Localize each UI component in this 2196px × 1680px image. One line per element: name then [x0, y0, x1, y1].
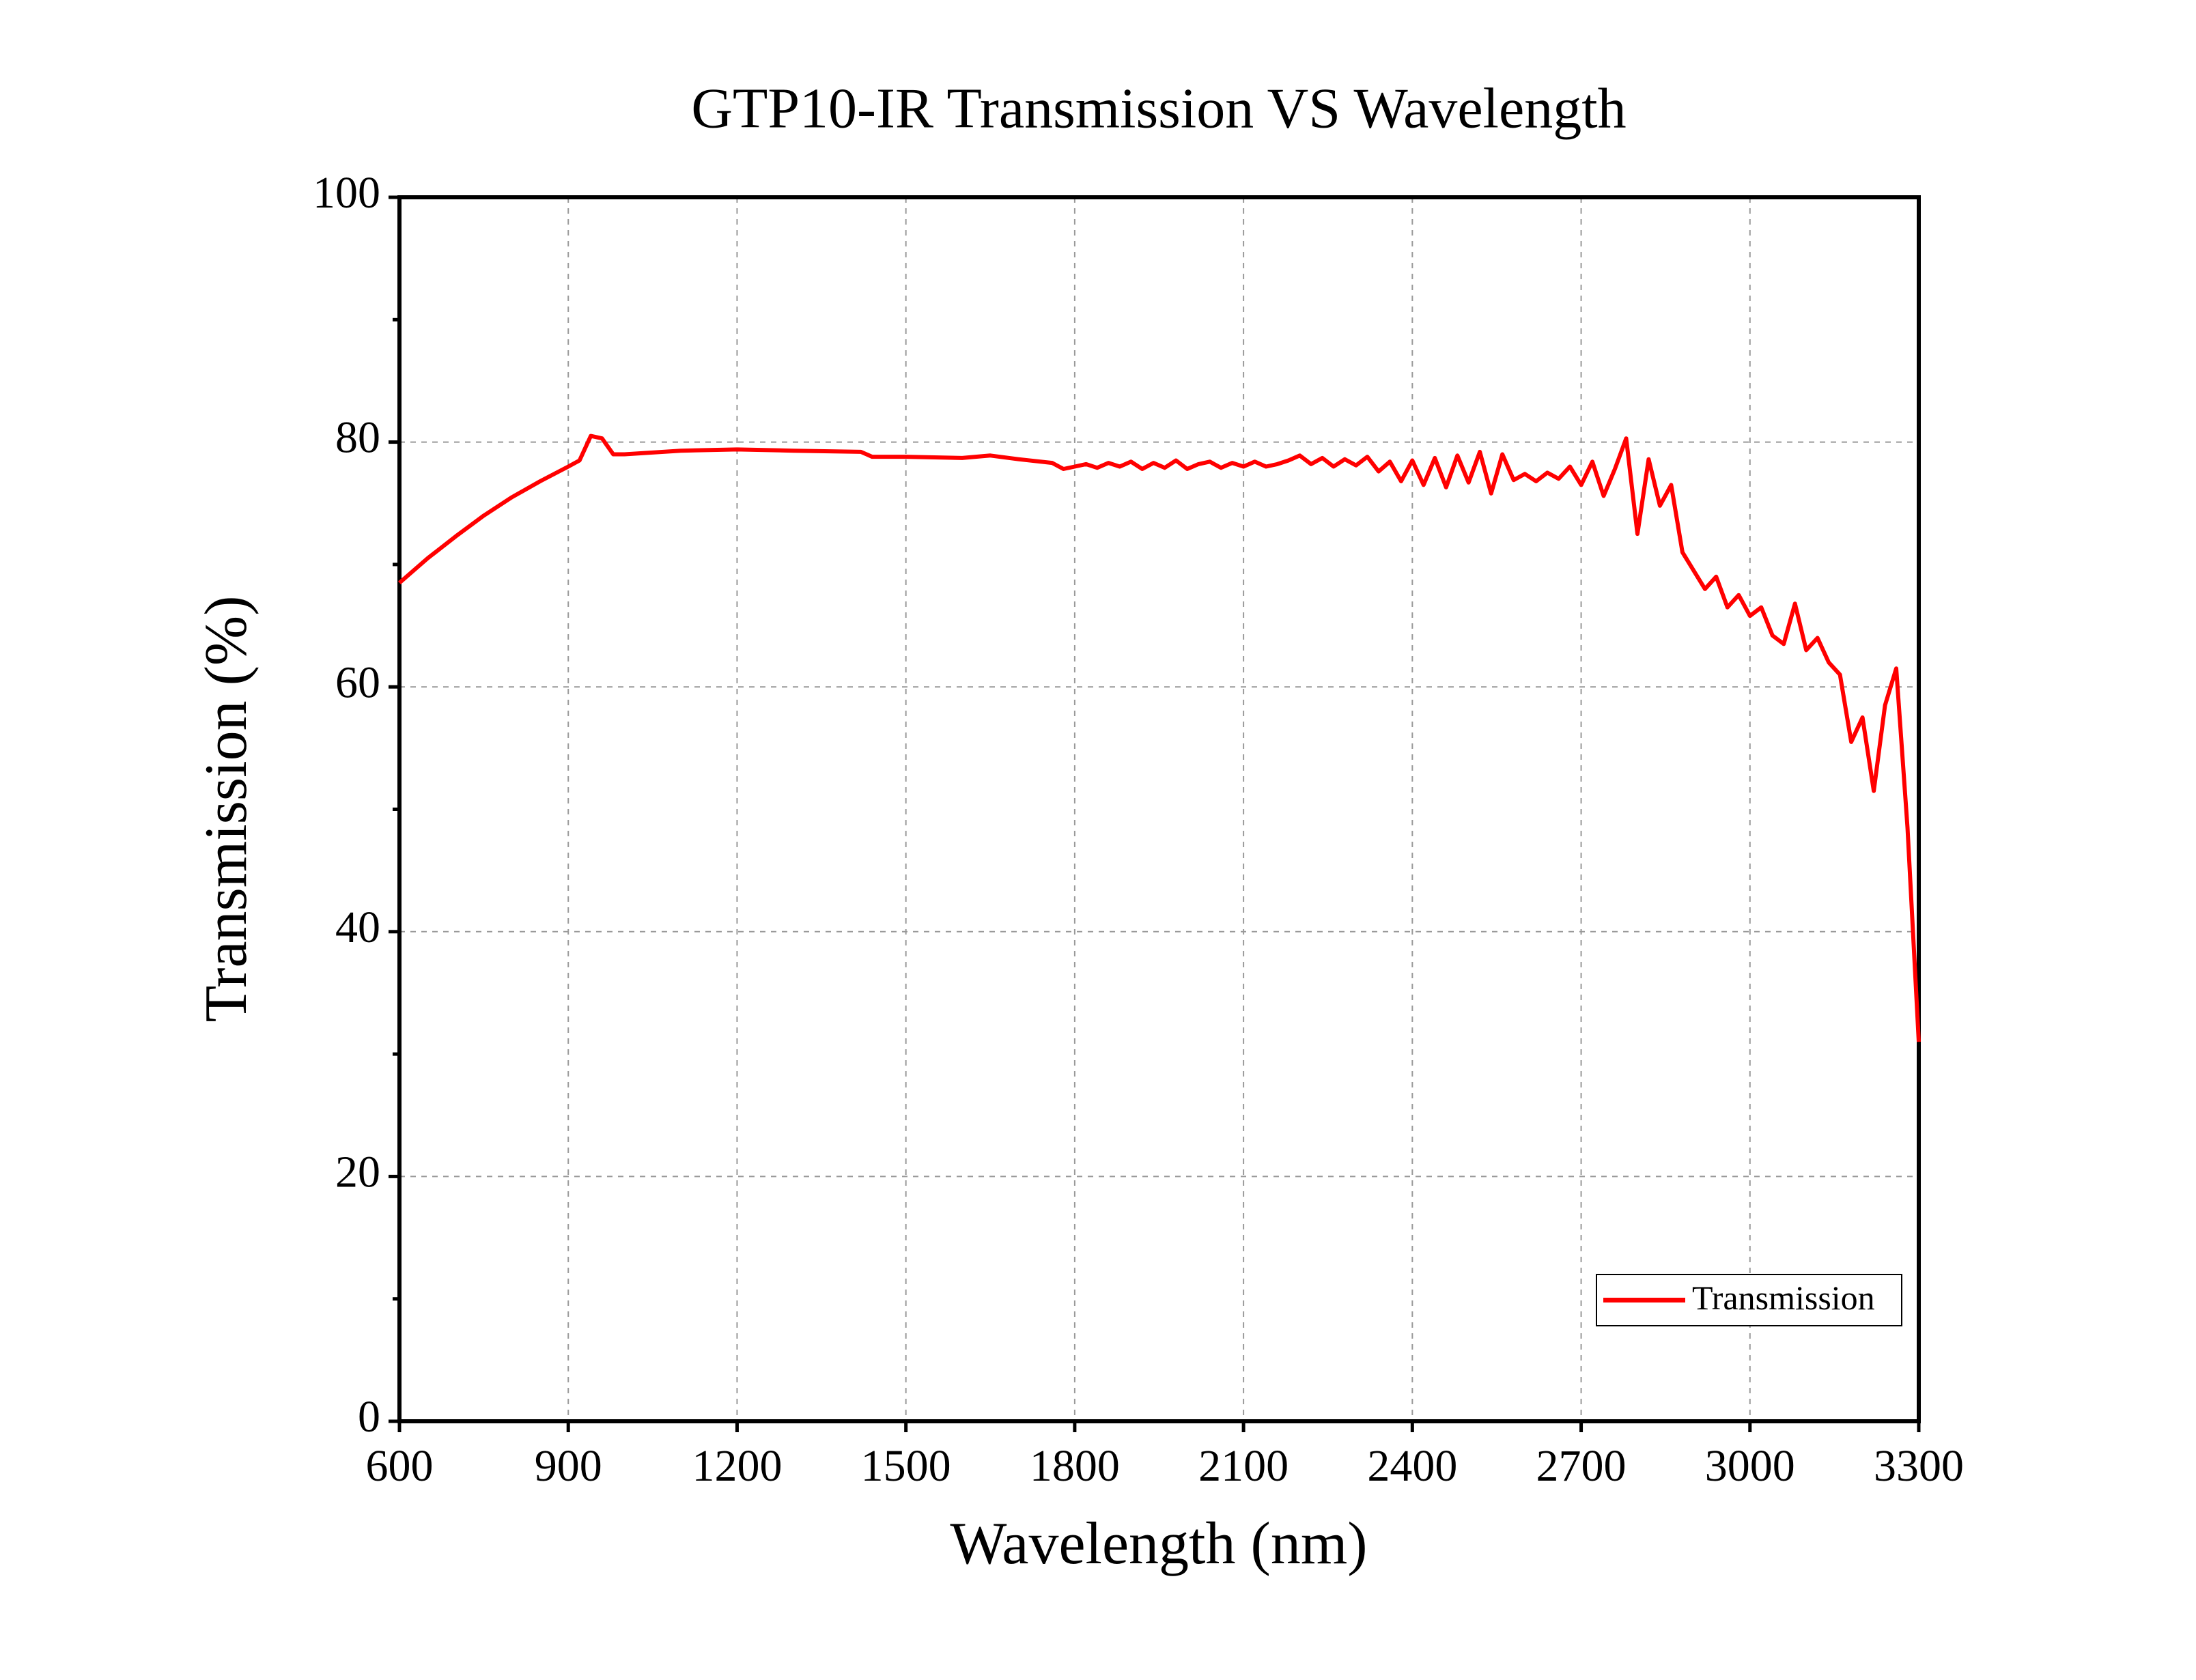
- y-tick-label: 80: [335, 413, 380, 463]
- x-tick-label: 2400: [1367, 1441, 1457, 1491]
- x-tick-label: 600: [366, 1441, 434, 1491]
- y-tick-label: 60: [335, 657, 380, 707]
- x-tick-label: 1800: [1030, 1441, 1120, 1491]
- x-tick-label: 1200: [692, 1441, 782, 1491]
- chart-title: GTP10-IR Transmission VS Wavelength: [691, 76, 1626, 140]
- x-tick-label: 3300: [1874, 1441, 1964, 1491]
- x-axis-label: Wavelength (nm): [950, 1511, 1367, 1577]
- x-tick-label: 900: [535, 1441, 602, 1491]
- data-line: [398, 433, 1921, 1042]
- x-tick-label: 1500: [861, 1441, 951, 1491]
- legend-label: Transmission: [1692, 1279, 1875, 1317]
- plot-frame: [397, 195, 1921, 1423]
- y-tick-label: 40: [335, 902, 380, 952]
- x-tick-label: 2700: [1536, 1441, 1627, 1491]
- y-tick-label: 0: [358, 1392, 380, 1442]
- x-tick-label: 2100: [1198, 1441, 1289, 1491]
- y-axis-label: Transmission (%): [193, 595, 259, 1022]
- y-tick-label: 20: [335, 1148, 380, 1197]
- y-tick-label: 100: [313, 168, 380, 218]
- x-tick-label: 3000: [1705, 1441, 1795, 1491]
